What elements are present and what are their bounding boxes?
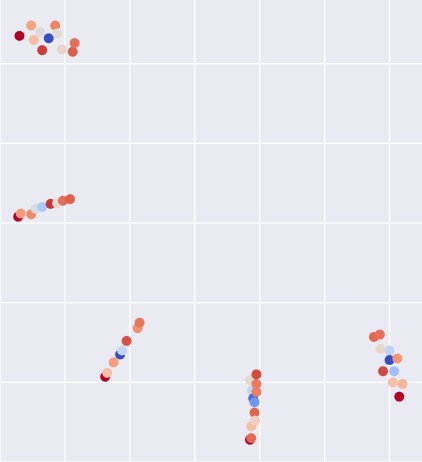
scatter-point (65, 194, 76, 205)
scatter-point (67, 46, 78, 57)
scatter-point (374, 329, 385, 340)
scatter-point (397, 378, 408, 389)
scatter-point (384, 345, 395, 356)
scatter-point (50, 20, 61, 31)
scatter-point (251, 378, 262, 389)
scatter-point (392, 353, 403, 364)
scatter-point (15, 208, 26, 219)
scatter-point (108, 357, 119, 368)
scatter-point (43, 33, 54, 44)
scatter-point (246, 433, 257, 444)
scatter-point (250, 415, 261, 426)
scatter-point (394, 391, 405, 402)
scatter-point (52, 28, 63, 39)
scatter-point (375, 343, 386, 354)
scatter-point (251, 386, 262, 397)
scatter-point (251, 369, 262, 380)
scatter-point (37, 45, 48, 56)
scatter-point (56, 44, 67, 55)
scatter-point (134, 317, 145, 328)
scatter-point (249, 407, 260, 418)
scatter-point (389, 366, 400, 377)
scatter-point (14, 30, 25, 41)
scatter-point (378, 366, 389, 377)
data-points (13, 20, 408, 445)
scatter-point (26, 20, 37, 31)
scatter-point (121, 335, 132, 346)
scatter-point (384, 355, 395, 366)
scatter-point (387, 377, 398, 388)
scatter-point (35, 26, 46, 37)
scatter-point (37, 202, 48, 213)
scatter-point (69, 38, 80, 49)
scatter-point (102, 367, 113, 378)
scatter-point (249, 397, 260, 408)
scatter-point (117, 345, 128, 356)
scatter-point (28, 34, 39, 45)
